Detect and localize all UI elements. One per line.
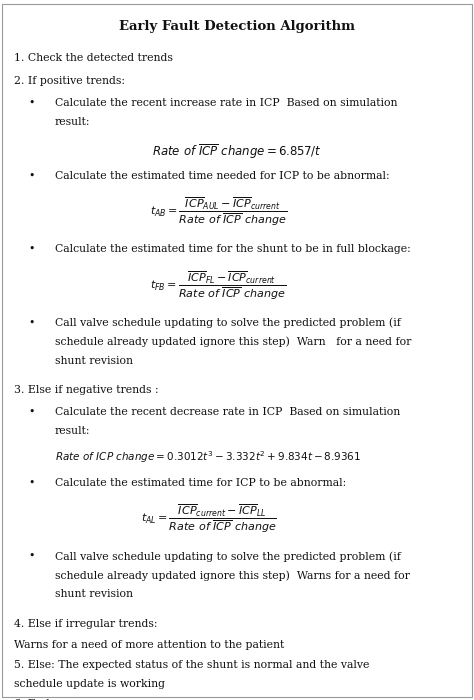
Text: $\mathit{Rate\ of}\ \overline{\mathit{ICP}}\mathit{\ change} = 6.857/t$: $\mathit{Rate\ of}\ \overline{\mathit{IC… <box>152 141 322 160</box>
Text: Calculate the estimated time for ICP to be abnormal:: Calculate the estimated time for ICP to … <box>55 477 346 488</box>
Text: Calculate the recent increase rate in ICP  Based on simulation: Calculate the recent increase rate in IC… <box>55 98 397 108</box>
Text: Call valve schedule updating to solve the predicted problem (if: Call valve schedule updating to solve th… <box>55 318 401 328</box>
Text: •: • <box>28 551 35 561</box>
Text: Call valve schedule updating to solve the predicted problem (if: Call valve schedule updating to solve th… <box>55 551 401 561</box>
Text: •: • <box>28 477 35 488</box>
Text: Warns for a need of more attention to the patient: Warns for a need of more attention to th… <box>14 640 284 650</box>
Text: schedule update is working: schedule update is working <box>14 679 165 689</box>
Text: $t_{\mathit{AB}} = \dfrac{\overline{ICP}_{\mathit{AUL}} - \overline{ICP}_{\mathi: $t_{\mathit{AB}} = \dfrac{\overline{ICP}… <box>149 195 287 228</box>
Text: Calculate the estimated time needed for ICP to be abnormal:: Calculate the estimated time needed for … <box>55 171 389 181</box>
Text: $t_{\mathit{FB}} = \dfrac{\overline{ICP}_{\mathit{FL}} - \overline{ICP}_{\mathit: $t_{\mathit{FB}} = \dfrac{\overline{ICP}… <box>150 269 286 302</box>
Text: 3. Else if negative trends :: 3. Else if negative trends : <box>14 385 159 395</box>
Text: shunt revision: shunt revision <box>55 356 133 365</box>
Text: $t_{\mathit{AL}} = \dfrac{\overline{ICP}_{\mathit{current}} - \overline{ICP}_{\m: $t_{\mathit{AL}} = \dfrac{\overline{ICP}… <box>141 503 276 535</box>
Text: Calculate the estimated time for the shunt to be in full blockage:: Calculate the estimated time for the shu… <box>55 244 410 254</box>
Text: 5. Else: The expected status of the shunt is normal and the valve: 5. Else: The expected status of the shun… <box>14 659 370 670</box>
Text: •: • <box>28 318 35 328</box>
Text: 4. Else if irregular trends:: 4. Else if irregular trends: <box>14 620 158 629</box>
Text: result:: result: <box>55 117 90 127</box>
Text: •: • <box>28 407 35 417</box>
Text: 6. End: 6. End <box>14 699 50 700</box>
Text: •: • <box>28 98 35 108</box>
Text: •: • <box>28 244 35 254</box>
Text: 1. Check the detected trends: 1. Check the detected trends <box>14 53 173 63</box>
Text: shunt revision: shunt revision <box>55 589 133 599</box>
Text: •: • <box>28 171 35 181</box>
Text: schedule already updated ignore this step)  Warns for a need for: schedule already updated ignore this ste… <box>55 570 410 580</box>
Text: Early Fault Detection Algorithm: Early Fault Detection Algorithm <box>119 20 355 33</box>
Text: 2. If positive trends:: 2. If positive trends: <box>14 76 125 85</box>
Text: Calculate the recent decrease rate in ICP  Based on simulation: Calculate the recent decrease rate in IC… <box>55 407 400 417</box>
Text: result:: result: <box>55 426 90 436</box>
Text: schedule already updated ignore this step)  Warn   for a need for: schedule already updated ignore this ste… <box>55 337 411 347</box>
Text: $\mathit{Rate\ of\ ICP\ change} = 0.3012t^3 - 3.332t^2 + 9.834t - 8.9361$: $\mathit{Rate\ of\ ICP\ change} = 0.3012… <box>55 449 361 466</box>
